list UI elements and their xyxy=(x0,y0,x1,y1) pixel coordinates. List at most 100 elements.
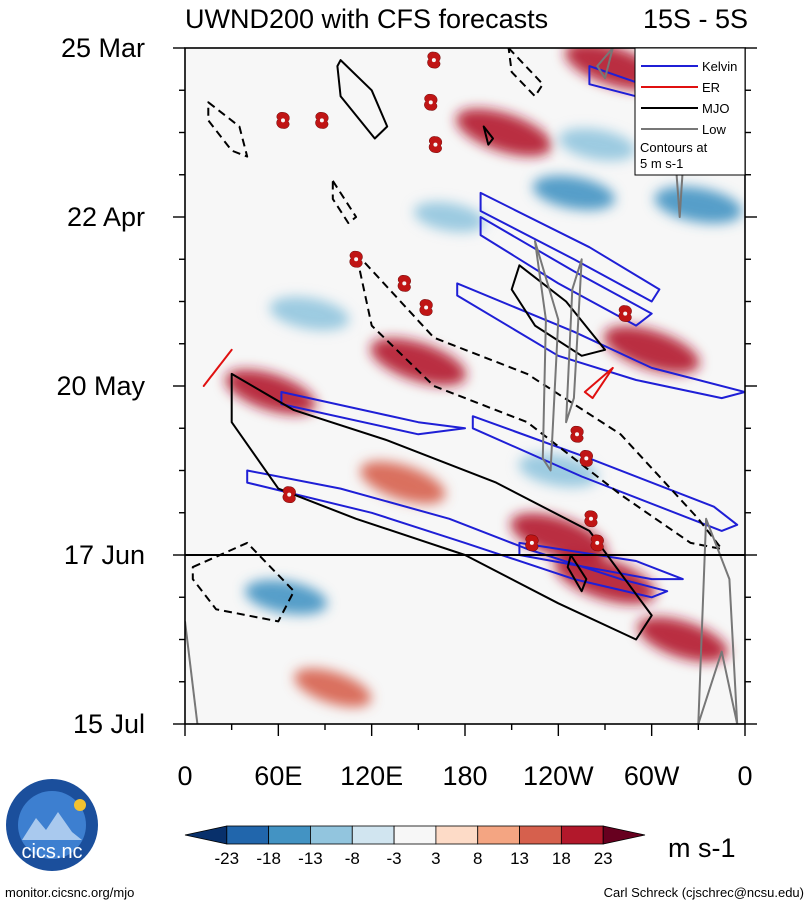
x-tick-label-6: 0 xyxy=(737,761,752,791)
contour-mjo-15 xyxy=(207,101,249,158)
cicsnc-logo: cics.nc xyxy=(6,779,98,871)
contour-er-8 xyxy=(202,348,233,387)
anomaly-field xyxy=(225,48,743,708)
anomaly-feature-6 xyxy=(455,108,552,157)
colorbar-bin-9 xyxy=(560,825,604,845)
colorbar-bin-4 xyxy=(351,825,395,845)
colorbar-bin-0 xyxy=(184,825,228,845)
colorbar-bin-6 xyxy=(435,825,479,845)
storm-icon-13 xyxy=(525,534,539,552)
x-tick-label-0: 0 xyxy=(177,761,192,791)
anomaly-feature-5 xyxy=(603,326,700,374)
y-tick-label-4: 15 Jul xyxy=(73,709,145,739)
logo-sun xyxy=(74,799,86,811)
storm-eye xyxy=(287,492,292,497)
contour-mjo-19 xyxy=(507,48,544,98)
anomaly-feature-14 xyxy=(245,579,328,615)
storm-eye xyxy=(584,456,589,461)
colorbar-bin-8 xyxy=(519,825,562,845)
storm-eye xyxy=(529,540,534,545)
anomaly-feature-13 xyxy=(518,453,599,488)
legend-label-low: Low xyxy=(702,122,726,137)
storm-icon-2 xyxy=(276,112,290,129)
colorbar-bin-3 xyxy=(310,825,353,845)
storm-icon-4 xyxy=(428,136,443,153)
anomaly-feature-15 xyxy=(558,128,636,161)
contour-kelvin-1 xyxy=(479,216,653,327)
colorbar-tick-label-9: 23 xyxy=(594,849,613,868)
storm-eye xyxy=(595,540,600,545)
contour-low-22 xyxy=(565,258,583,424)
x-tick-label-1: 60E xyxy=(254,761,302,791)
storm-eye xyxy=(575,432,579,437)
colorbar-bin-2 xyxy=(268,825,311,845)
legend-note-line2: 5 m s-1 xyxy=(640,156,683,171)
storm-icon-3 xyxy=(315,112,329,129)
legend-note-line1: Contours at xyxy=(640,140,708,155)
anomaly-feature-0 xyxy=(370,338,467,386)
storm-eye xyxy=(428,100,433,105)
x-tick-label-5: 60W xyxy=(624,761,680,791)
contour-mjo-14 xyxy=(482,125,494,146)
x-tick-label-2: 120E xyxy=(340,761,403,791)
storm-eye xyxy=(402,281,407,286)
contour-mjo-18 xyxy=(191,541,295,623)
storm-eye xyxy=(433,142,438,147)
x-axis: 0 60E 120E 180 120W 60W 0 xyxy=(177,724,753,791)
anomaly-blobs xyxy=(225,48,743,708)
colorbar-units: m s-1 xyxy=(668,833,736,863)
contour-mjo-13 xyxy=(566,554,588,593)
colorbar: -23 -18 -13 -8 -3 3 8 13 18 23 xyxy=(184,825,646,868)
contour-low-24 xyxy=(697,517,739,724)
contour-low-21 xyxy=(534,240,560,472)
anomaly-feature-9 xyxy=(225,369,316,415)
anomaly-feature-2 xyxy=(510,513,607,561)
anomaly-feature-16 xyxy=(413,201,485,233)
storm-icon-5 xyxy=(349,250,363,268)
storm-icon-9 xyxy=(570,425,584,443)
storm-eye xyxy=(589,516,593,521)
contour-mjo-16 xyxy=(331,179,358,224)
anomaly-feature-8 xyxy=(294,668,372,708)
storm-eye xyxy=(281,118,285,123)
y-axis: 25 Mar 22 Apr 20 May 17 Jun 15 Jul xyxy=(56,33,757,739)
colorbar-tick-label-3: -8 xyxy=(345,849,360,868)
colorbar-tick-label-0: -23 xyxy=(215,849,240,868)
anomaly-feature-1 xyxy=(360,461,446,504)
colorbar-tick-label-4: -3 xyxy=(387,849,402,868)
chart-title: UWND200 with CFS forecasts xyxy=(185,4,548,34)
y-tick-label-3: 17 Jun xyxy=(64,540,145,570)
anomaly-feature-12 xyxy=(269,296,350,331)
legend-label-er: ER xyxy=(702,80,720,95)
storm-layer xyxy=(276,51,632,552)
storm-icon-7 xyxy=(419,299,433,316)
legend-label-kelvin: Kelvin xyxy=(702,59,737,74)
storm-icon-12 xyxy=(584,510,598,528)
contour-kelvin-5 xyxy=(246,469,669,599)
contour-low-20 xyxy=(596,48,614,80)
storm-eye xyxy=(431,58,436,63)
colorbar-tick-label-7: 13 xyxy=(510,849,529,868)
storm-eye xyxy=(354,257,359,262)
colorbar-tick-label-6: 8 xyxy=(473,849,482,868)
colorbar-bin-7 xyxy=(477,825,520,845)
storm-icon-8 xyxy=(618,305,632,322)
storm-eye xyxy=(424,305,429,310)
y-tick-label-1: 22 Apr xyxy=(67,202,145,232)
y-tick-label-0: 25 Mar xyxy=(61,33,145,63)
storm-eye xyxy=(319,118,324,123)
contour-layer xyxy=(185,48,745,724)
legend-label-mjo: MJO xyxy=(702,101,729,116)
contour-kelvin-0 xyxy=(479,191,661,303)
storm-icon-14 xyxy=(590,534,604,552)
chart-region: 15S - 5S xyxy=(643,4,748,34)
footer-author: Carl Schreck (cjschrec@ncsu.edu) xyxy=(604,885,804,900)
colorbar-bin-1 xyxy=(226,825,270,845)
storm-icon-6 xyxy=(397,275,411,292)
contour-kelvin-6 xyxy=(518,541,684,581)
colorbar-tick-label-8: 18 xyxy=(552,849,571,868)
contour-mjo-10 xyxy=(336,59,389,140)
logo-mountains xyxy=(22,812,82,840)
contour-kelvin-4 xyxy=(471,415,739,532)
